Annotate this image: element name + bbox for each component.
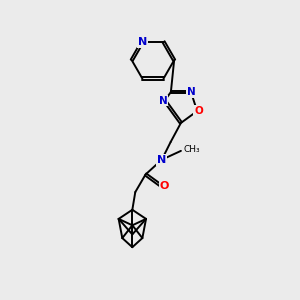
Text: CH₃: CH₃ — [183, 145, 200, 154]
Text: N: N — [157, 155, 167, 165]
Text: N: N — [138, 37, 147, 47]
Text: N: N — [187, 87, 195, 97]
Text: N: N — [159, 96, 168, 106]
Text: O: O — [194, 106, 203, 116]
Text: O: O — [159, 181, 169, 191]
